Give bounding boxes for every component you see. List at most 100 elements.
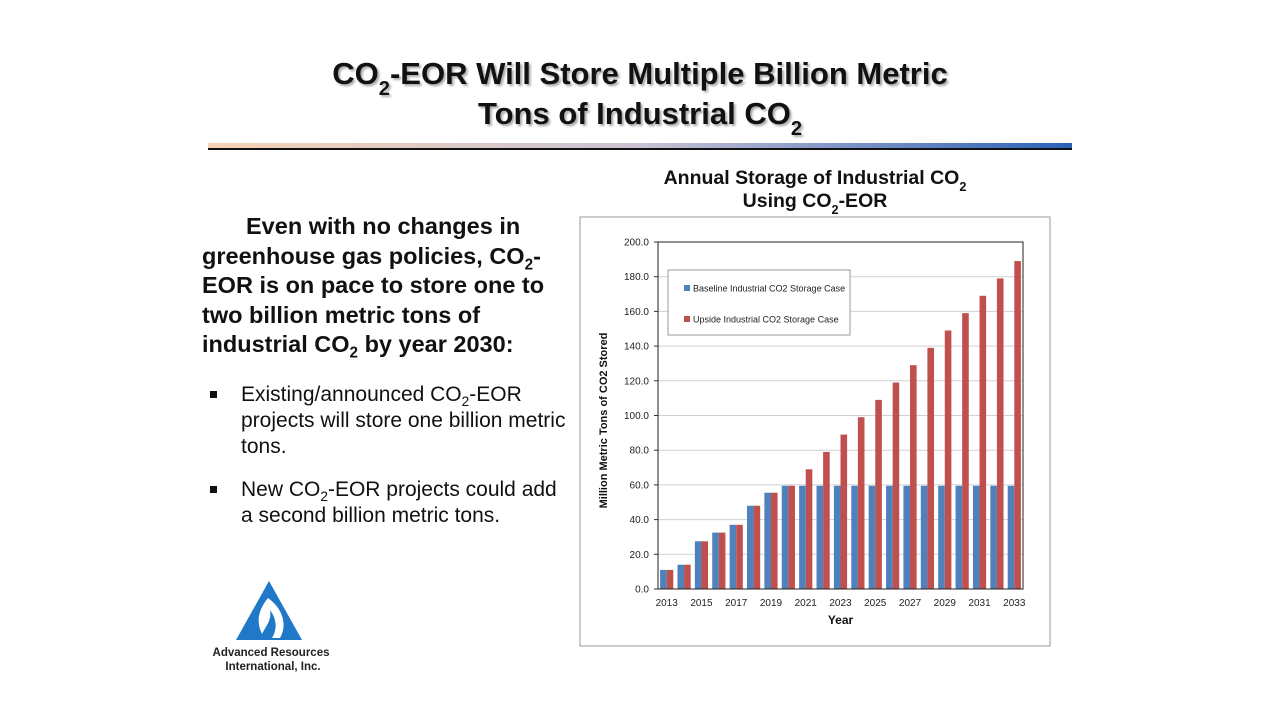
bar	[944, 330, 952, 589]
slide-title-sub: 2	[379, 78, 390, 100]
bar	[805, 469, 813, 589]
subscript: 2	[461, 393, 470, 409]
bar	[938, 485, 945, 589]
subscript: 2	[349, 344, 359, 362]
legend-swatch	[684, 316, 690, 322]
subscript: 2	[320, 488, 328, 504]
bar	[823, 451, 830, 589]
legend-swatch	[684, 285, 690, 291]
text-part: Even with no changes in greenhouse gas p…	[202, 213, 525, 269]
slide-title-part: -EOR Will Store Multiple Billion Metric	[390, 56, 948, 91]
legend-label: Baseline Industrial CO2 Storage Case	[693, 284, 845, 294]
title-rule	[208, 143, 1072, 148]
text-part: Existing/announced CO	[241, 383, 462, 406]
bar	[677, 564, 685, 589]
x-tick-label: 2025	[864, 598, 887, 609]
y-tick-label: 160.0	[624, 307, 649, 318]
y-tick-label: 60.0	[630, 480, 650, 491]
x-tick-label: 2017	[725, 598, 748, 609]
lead-paragraph: Even with no changes in greenhouse gas p…	[202, 212, 572, 360]
bar	[996, 278, 1004, 589]
bar	[857, 417, 865, 589]
logo	[236, 581, 302, 640]
bar	[764, 492, 771, 589]
y-axis-label: Million Metric Tons of CO2 Stored	[598, 333, 610, 509]
chart-title: Using CO2-EOR	[743, 190, 888, 217]
x-tick-label: 2021	[795, 598, 818, 609]
bar	[781, 485, 789, 589]
y-tick-label: 80.0	[630, 446, 650, 457]
legend-box	[667, 269, 851, 336]
slide-title-sub: 2	[791, 118, 802, 140]
x-axis-label: Year	[828, 613, 854, 627]
bar	[729, 524, 737, 589]
bar	[799, 485, 806, 589]
logo-flame	[258, 598, 284, 638]
y-tick-label: 200.0	[624, 238, 649, 249]
bar	[868, 485, 876, 589]
bar	[694, 541, 702, 589]
bullet: Existing/announced CO2-EOR projects will…	[210, 382, 571, 460]
bar	[910, 365, 917, 589]
bar	[736, 524, 743, 589]
text-part: New CO	[241, 478, 321, 501]
bar	[666, 569, 674, 589]
bar	[718, 532, 726, 589]
bar	[840, 434, 848, 589]
bar	[1014, 261, 1021, 589]
bar	[920, 485, 928, 589]
text-part: -EOR is on pace to store one to two bill…	[202, 242, 545, 358]
bar	[746, 505, 754, 589]
x-tick-label: 2027	[899, 598, 922, 609]
y-tick-label: 120.0	[624, 376, 649, 387]
bar	[851, 485, 858, 589]
bar	[955, 485, 963, 589]
legend-label: Upside Industrial CO2 Storage Case	[693, 315, 839, 325]
bar	[833, 485, 841, 589]
slide-title-part: Tons of Industrial CO	[478, 96, 791, 131]
bar	[990, 485, 997, 589]
y-tick-label: 20.0	[630, 550, 650, 561]
bar	[886, 485, 893, 589]
text-part: -EOR projects will store one billion met…	[241, 383, 566, 458]
y-tick-label: 100.0	[624, 411, 649, 422]
text-part: -EOR projects could add a second billion…	[241, 478, 557, 527]
x-tick-label: 2031	[968, 598, 991, 609]
bar	[712, 532, 719, 589]
chart-title-sub: 2	[959, 180, 966, 194]
bar	[979, 295, 987, 589]
x-tick-label: 2013	[656, 598, 679, 609]
bar	[1007, 485, 1015, 589]
chart-title: Annual Storage of Industrial CO2	[664, 167, 967, 194]
y-tick-label: 140.0	[624, 342, 649, 353]
y-tick-label: 40.0	[630, 515, 650, 526]
x-tick-label: 2023	[829, 598, 852, 609]
chart-title-sub: 2	[832, 203, 839, 217]
bar	[753, 505, 761, 589]
slide-title-part: CO	[332, 56, 379, 91]
y-tick-label: 0.0	[635, 585, 649, 596]
slide-title: CO2-EOR Will Store Multiple Billion Metr…	[332, 56, 947, 100]
y-tick-label: 180.0	[624, 272, 649, 283]
bar	[892, 382, 900, 589]
slide-title: Tons of Industrial CO2	[478, 96, 802, 140]
logo-text: Advanced Resources	[213, 647, 330, 659]
chart-title-part: Annual Storage of Industrial CO	[664, 167, 960, 189]
x-tick-label: 2029	[934, 598, 957, 609]
bar	[684, 564, 691, 589]
plot-border	[657, 241, 1024, 590]
bar	[962, 313, 969, 589]
bar	[660, 569, 667, 589]
subscript: 2	[524, 255, 534, 273]
x-tick-label: 2015	[690, 598, 713, 609]
bar	[701, 541, 709, 589]
bar	[788, 485, 795, 589]
text-part: by year 2030:	[358, 331, 514, 357]
chart-title-part: -EOR	[839, 190, 888, 212]
logo-text: International, Inc.	[225, 661, 320, 673]
chart-title-part: Using CO	[743, 190, 832, 212]
bar	[903, 485, 911, 589]
x-tick-label: 2033	[1003, 598, 1026, 609]
bar	[816, 485, 824, 589]
